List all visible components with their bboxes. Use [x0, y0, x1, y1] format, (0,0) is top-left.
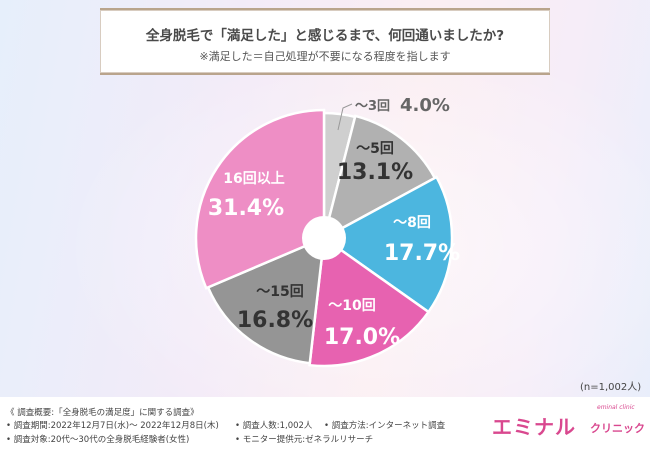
survey-provider: • モニター提供元:ゼネラルリサーチ: [235, 435, 374, 445]
clinic-logo-sub: クリニック: [590, 422, 645, 435]
slice-label-0: 〜3回: [355, 99, 390, 114]
survey-count: • 調査人数:1,002人: [235, 421, 313, 431]
slice-label-1: 〜5回: [356, 141, 394, 157]
slice-value-0: 4.0%: [400, 95, 450, 116]
clinic-logo: エミナル: [492, 415, 576, 439]
leader-line: [337, 103, 353, 131]
slice-label-4: 〜15回: [256, 284, 303, 300]
pie-chart: 〜3回 4.0% 〜5回 13.1% 〜8回 17.7% 〜10回 17.0% 〜15回 16.8…: [194, 95, 460, 368]
pie-slice-3: [308, 235, 431, 368]
slice-label-5: 16回以上: [223, 171, 284, 187]
survey-method: • 調査方法:インターネット調査: [324, 421, 446, 431]
survey-period: • 調査期間:2022年12月7日(水)〜 2022年12月8日(木): [6, 421, 219, 431]
slice-value-4: 16.8%: [237, 308, 313, 333]
pie-slice-1: [322, 114, 437, 241]
survey-footer: [0, 397, 650, 450]
chart-subtitle: ※満足した＝自己処理が不要になる程度を指します: [199, 50, 451, 63]
pie-slice-2: [321, 175, 454, 314]
slice-value-1: 13.1%: [337, 160, 413, 185]
pie-slice-4: [206, 236, 326, 365]
chart-title: 全身脱毛で「満足した」と感じるまで、何回通いましたか?: [145, 28, 505, 44]
slice-label-2: 〜8回: [393, 215, 431, 231]
slice-label-3: 〜10回: [328, 298, 375, 314]
donut-hole: [302, 216, 346, 260]
clinic-logo-small: eminal clinic: [597, 404, 635, 411]
slice-value-3: 17.0%: [324, 325, 400, 350]
title-box: 全身脱毛で「満足した」と感じるまで、何回通いましたか? ※満足した＝自己処理が不…: [100, 8, 550, 75]
survey-subjects: • 調査対象:20代〜30代の全身脱毛経験者(女性): [6, 435, 190, 445]
slice-value-5: 31.4%: [208, 196, 284, 221]
survey-heading: 《 調査概要:「全身脱毛の満足度」に関する調査》: [6, 408, 199, 418]
sample-size-label: (n=1,002人): [580, 382, 642, 393]
pie-slice-5: [194, 108, 326, 290]
slice-value-2: 17.7%: [384, 241, 460, 266]
